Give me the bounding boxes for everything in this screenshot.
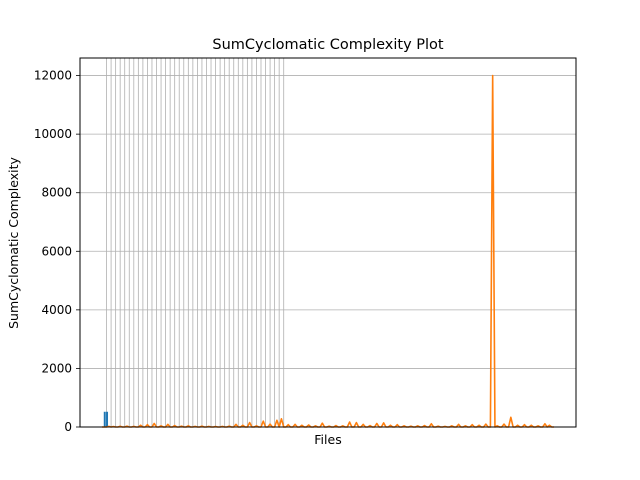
grid [80,58,576,427]
bar-series [103,411,109,427]
y-tick-label: 4000 [41,303,72,317]
y-tick-label: 2000 [41,361,72,375]
bar [103,411,106,427]
y-tick-label: 10000 [34,127,72,141]
y-tick-label: 12000 [34,69,72,83]
y-axis: 0 2000 4000 6000 8000 10000 12000 [34,69,80,434]
bar [106,411,109,427]
y-tick-label: 6000 [41,244,72,258]
plot-frame [79,57,577,428]
chart-title: SumCyclomatic Complexity Plot [212,37,444,53]
y-tick-label: 8000 [41,186,72,200]
x-axis-label: Files [314,432,341,447]
y-tick-label: 0 [64,420,72,434]
y-axis-label: SumCyclomatic Complexity [6,156,21,328]
